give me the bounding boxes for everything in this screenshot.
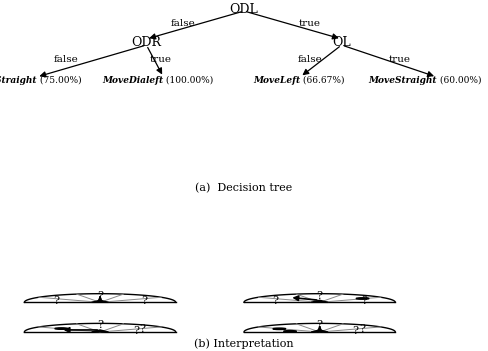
Text: ?: ? (97, 320, 103, 330)
Text: ?: ? (361, 296, 366, 305)
Text: ?: ? (359, 324, 365, 334)
Text: (100.00%): (100.00%) (163, 75, 214, 85)
Text: true: true (299, 19, 321, 27)
Text: ?: ? (317, 291, 323, 300)
Polygon shape (92, 300, 108, 302)
Ellipse shape (356, 298, 369, 299)
Ellipse shape (55, 328, 68, 329)
Text: false: false (298, 54, 322, 64)
Polygon shape (92, 330, 108, 332)
Text: (60.00%): (60.00%) (437, 75, 481, 85)
Text: ?: ? (352, 326, 358, 336)
Text: ?: ? (140, 324, 145, 334)
Polygon shape (311, 330, 328, 332)
Text: MoveLeft: MoveLeft (253, 75, 300, 85)
Text: ?: ? (97, 291, 103, 300)
Ellipse shape (284, 331, 297, 332)
Text: true: true (150, 54, 172, 64)
Ellipse shape (273, 328, 286, 330)
Text: ?: ? (317, 320, 323, 330)
Text: OL: OL (332, 35, 351, 48)
Text: (66.67%): (66.67%) (300, 75, 345, 85)
Text: MoveDialeft: MoveDialeft (102, 75, 163, 85)
Text: MoveStraight: MoveStraight (0, 75, 37, 85)
Text: false: false (54, 54, 78, 64)
Text: MoveStraight: MoveStraight (368, 75, 437, 85)
Text: (a)  Decision tree: (a) Decision tree (195, 183, 293, 193)
Text: ?: ? (141, 296, 147, 305)
Text: (75.00%): (75.00%) (37, 75, 81, 85)
Text: ?: ? (53, 296, 59, 305)
Text: (b) Interpretation: (b) Interpretation (194, 339, 294, 349)
Text: false: false (171, 19, 195, 27)
Text: ODR: ODR (131, 35, 162, 48)
Text: true: true (389, 54, 411, 64)
Text: ?: ? (273, 296, 279, 305)
Text: ?: ? (133, 326, 139, 336)
Text: ODL: ODL (230, 2, 258, 15)
Polygon shape (311, 300, 328, 302)
